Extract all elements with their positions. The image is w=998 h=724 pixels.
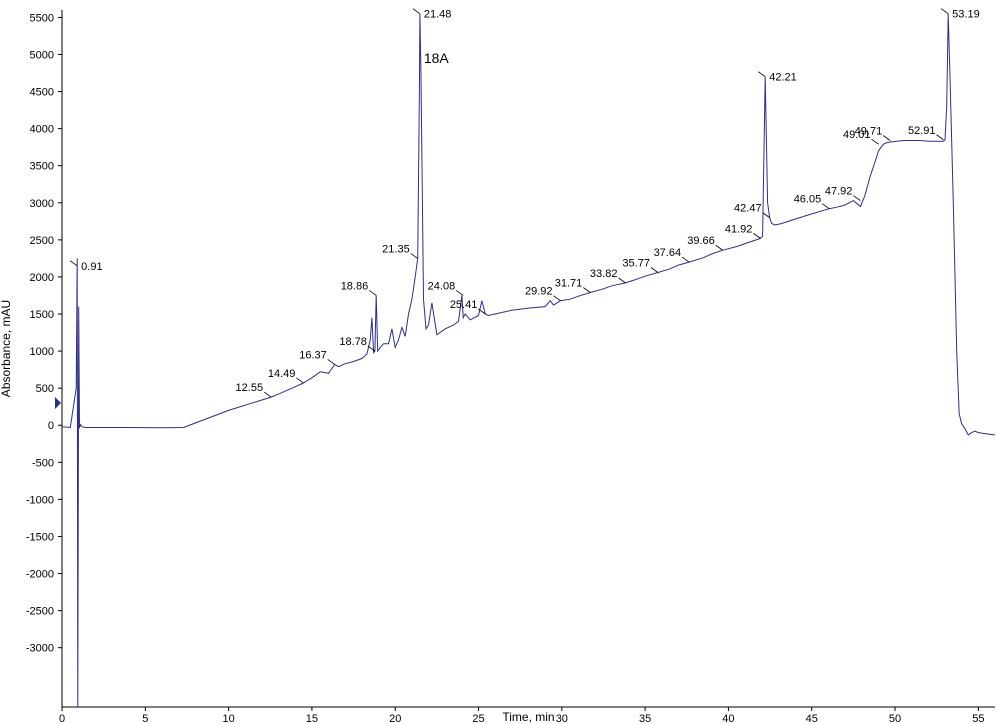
y-tick-label: -2000 — [26, 569, 54, 581]
y-tick-label: 4500 — [30, 87, 54, 99]
peak-label: 16.37 — [299, 349, 327, 361]
peak-label: 41.92 — [725, 223, 753, 235]
axis-ticks: 0 5 10 15 20 25 30 35 40 45 50 55 -3000 -2500 -2000 -15… — [26, 12, 985, 724]
peak-label: 42.21 — [769, 72, 797, 84]
peak-label: 18.78 — [339, 336, 367, 348]
y-tick-label: 3500 — [30, 161, 54, 173]
peak-annotation: 18A — [424, 50, 450, 66]
peak-label: 25.41 — [450, 299, 478, 311]
baseline-marker-icon — [55, 396, 61, 409]
peak-label-leader — [715, 244, 723, 251]
peak-label-leader — [871, 138, 879, 145]
peak-label: 53.19 — [952, 9, 980, 21]
y-tick-label: -3000 — [26, 643, 54, 655]
peak-label: 18.86 — [341, 280, 369, 292]
peak-label-leader — [412, 8, 421, 15]
peak-label-leader — [296, 377, 304, 384]
peak-label-leader — [263, 391, 272, 398]
x-tick-label: 45 — [806, 713, 818, 724]
peak-label-leader — [681, 256, 690, 263]
chromatogram-trace — [61, 13, 996, 708]
y-tick-label: 1000 — [30, 346, 54, 358]
peak-label: 49.71 — [855, 126, 883, 138]
x-tick-label: 35 — [639, 713, 651, 724]
x-tick-label: 10 — [222, 713, 234, 724]
peak-label: 46.05 — [794, 194, 822, 206]
peak-label-leader — [455, 290, 464, 296]
y-tick-label: -2500 — [26, 606, 54, 618]
peak-label-leader — [940, 8, 949, 15]
peak-label: 21.48 — [424, 9, 452, 21]
y-tick-label: -1500 — [26, 531, 54, 543]
trace-group — [61, 13, 996, 708]
x-tick-label: 40 — [722, 713, 734, 724]
y-tick-label: 4000 — [30, 124, 54, 136]
y-tick-label: -1000 — [26, 494, 54, 506]
y-tick-label: 2500 — [30, 235, 54, 247]
x-tick-label: 25 — [472, 713, 484, 724]
y-tick-label: 1500 — [30, 309, 54, 321]
peak-label-leader — [753, 233, 761, 239]
peak-label-leader — [583, 287, 591, 293]
x-tick-label: 5 — [142, 713, 148, 724]
peak-label: 52.91 — [908, 125, 936, 137]
x-tick-label: 0 — [59, 713, 65, 724]
x-tick-label: 15 — [306, 713, 318, 724]
peak-label: 0.91 — [81, 261, 102, 273]
y-tick-label: 0 — [48, 420, 54, 432]
peak-label-leader — [553, 295, 561, 301]
peak-label-leader — [368, 290, 377, 296]
peak-label: 39.66 — [687, 235, 715, 247]
peak-label-leader — [853, 195, 861, 201]
peak-label-leader — [618, 277, 626, 284]
x-tick-label: 20 — [389, 713, 401, 724]
peak-label: 37.64 — [654, 247, 682, 259]
x-axis-title: Time, min — [502, 710, 554, 724]
peak-label: 12.55 — [236, 382, 264, 394]
y-tick-label: 500 — [36, 383, 54, 395]
y-tick-label: 3000 — [30, 198, 54, 210]
peak-label-leader — [821, 203, 830, 210]
peak-label: 24.08 — [428, 280, 456, 292]
y-tick-label: 2000 — [30, 272, 54, 284]
peak-label-leader — [327, 359, 335, 365]
peak-label: 14.49 — [268, 368, 296, 380]
peak-label: 49.01 — [843, 129, 871, 141]
y-tick-label: 5500 — [30, 12, 54, 24]
y-axis-title: Absorbance, mAU — [0, 300, 13, 397]
x-tick-label: 30 — [556, 713, 568, 724]
peak-label: 42.47 — [734, 203, 762, 215]
peak-label: 47.92 — [825, 186, 853, 198]
peak-label-leader — [758, 71, 766, 78]
peak-label: 31.71 — [555, 278, 583, 290]
y-tick-label: 5000 — [30, 49, 54, 61]
peak-label: 35.77 — [622, 257, 650, 269]
peak-label-leader — [367, 345, 376, 352]
peak-label: 29.92 — [525, 286, 553, 298]
x-tick-label: 50 — [889, 713, 901, 724]
peak-label-leader — [762, 212, 770, 218]
peak-label: 21.35 — [382, 243, 410, 255]
y-tick-label: -500 — [32, 457, 54, 469]
peak-label-leader — [69, 260, 78, 267]
peak-label-leader — [882, 135, 891, 141]
peak-label-leader — [650, 267, 659, 273]
x-tick-label: 55 — [972, 713, 984, 724]
peak-label: 33.82 — [590, 268, 618, 280]
peak-label-leader — [936, 134, 944, 141]
peak-label-leader — [478, 308, 486, 315]
peak-label-leader — [410, 253, 418, 259]
